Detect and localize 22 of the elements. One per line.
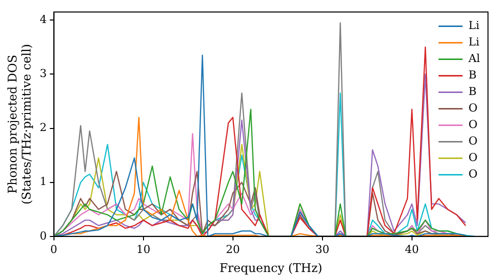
legend-label: O <box>468 168 478 181</box>
y-tick-label: 0 <box>40 229 47 242</box>
legend-label: O <box>468 151 478 164</box>
y-tick-label: 3 <box>40 67 47 80</box>
legend-label: O <box>468 118 478 132</box>
legend-label: O <box>468 134 478 148</box>
legend-label: O <box>468 102 478 115</box>
y-tick-label: 2 <box>40 121 47 134</box>
y-axis-title: Phonon projected DOS (States/THz·primitive cell) <box>5 44 34 205</box>
y-tick-label: 4 <box>40 12 47 26</box>
y-tick-label: 1 <box>40 175 47 188</box>
x-axis-title: Frequency (THz) <box>219 260 322 275</box>
legend-label: Al <box>468 52 480 66</box>
x-tick-label: 30 <box>315 242 330 256</box>
x-tick-label: 20 <box>226 242 240 256</box>
legend-label: Li <box>468 36 480 49</box>
x-tick-label: 10 <box>136 242 150 256</box>
x-tick-label: 40 <box>404 242 419 256</box>
legend-label: B <box>468 68 477 82</box>
legend-label: Li <box>468 19 480 32</box>
legend-label: B <box>468 85 477 98</box>
x-tick-label: 0 <box>50 242 58 256</box>
